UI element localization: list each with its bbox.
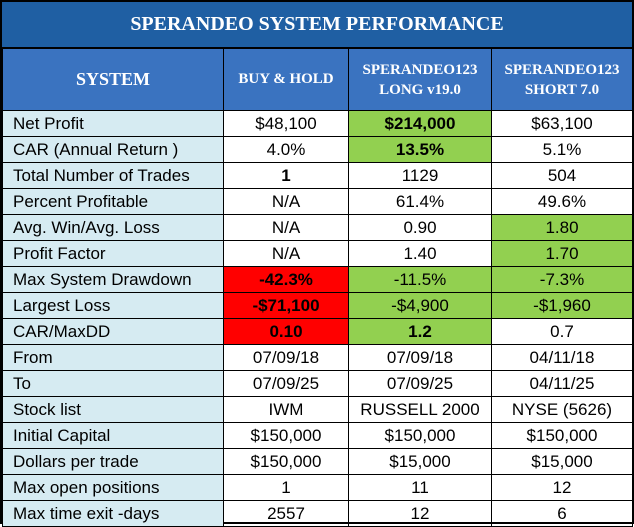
- cell-buy-hold: N/A: [223, 240, 349, 267]
- header-short-line2: SHORT 7.0: [524, 81, 600, 98]
- cell-buy-hold: -$71,100: [223, 292, 349, 319]
- cell-buy-hold: N/A: [223, 188, 349, 215]
- header-long: SPERANDEO123 LONG v19.0: [348, 48, 492, 111]
- row-label: Profit Factor: [2, 240, 224, 267]
- cell-buy-hold: 1: [223, 162, 349, 189]
- header-long-line2: LONG v19.0: [379, 81, 461, 98]
- row-label: Total Number of Trades: [2, 162, 224, 189]
- cell-buy-hold: N/A: [223, 214, 349, 241]
- table-row: Net Profit $48,100 $214,000 $63,100: [2, 110, 633, 137]
- cell-long: RUSSELL 2000: [348, 396, 492, 423]
- row-label: CAR (Annual Return ): [2, 136, 224, 163]
- header-short: SPERANDEO123 SHORT 7.0: [491, 48, 633, 111]
- cell-short: 04/11/25: [491, 370, 633, 397]
- table-row: Max System Drawdown -42.3% -11.5% -7.3%: [2, 266, 633, 293]
- row-label: Avg. Win/Avg. Loss: [2, 214, 224, 241]
- cell-long: $15,000: [348, 448, 492, 475]
- table-row: Profit Factor N/A 1.40 1.70: [2, 240, 633, 267]
- table-row: From 07/09/18 07/09/18 04/11/18: [2, 344, 633, 371]
- table-row: Initial Capital $150,000 $150,000 $150,0…: [2, 422, 633, 449]
- row-label: Stock list: [2, 396, 224, 423]
- cell-long: $214,000: [348, 110, 492, 137]
- table-title: SPERANDEO SYSTEM PERFORMANCE: [2, 2, 632, 48]
- cell-long: 61.4%: [348, 188, 492, 215]
- cell-buy-hold: 07/09/25: [223, 370, 349, 397]
- row-label: Max System Drawdown: [2, 266, 224, 293]
- table-row: CAR/MaxDD 0.10 1.2 0.7: [2, 318, 633, 345]
- header-short-line1: SPERANDEO123: [504, 61, 620, 78]
- cell-buy-hold: -42.3%: [223, 266, 349, 293]
- table-row: Largest Loss -$71,100 -$4,900 -$1,960: [2, 292, 633, 319]
- cell-short: $63,100: [491, 110, 633, 137]
- cell-short: 504: [491, 162, 633, 189]
- table-row: Stock list IWM RUSSELL 2000 NYSE (5626): [2, 396, 633, 423]
- row-label: Max time exit -days: [2, 500, 224, 527]
- table-row: To 07/09/25 07/09/25 04/11/25: [2, 370, 633, 397]
- cell-short: -7.3%: [491, 266, 633, 293]
- cell-buy-hold: $150,000: [223, 448, 349, 475]
- header-row: SYSTEM BUY & HOLD SPERANDEO123 LONG v19.…: [2, 48, 633, 111]
- cell-long: 13.5%: [348, 136, 492, 163]
- cell-buy-hold: 0.10: [223, 318, 349, 345]
- row-label: Initial Capital: [2, 422, 224, 449]
- table-row: Max time exit -days 2557 12 6: [2, 500, 633, 527]
- cell-long: -11.5%: [348, 266, 492, 293]
- cell-short: 12: [491, 474, 633, 501]
- cell-short: -$1,960: [491, 292, 633, 319]
- cell-short: $15,000: [491, 448, 633, 475]
- table-row: Dollars per trade $150,000 $15,000 $15,0…: [2, 448, 633, 475]
- cell-long: 11: [348, 474, 492, 501]
- cell-long: 0.90: [348, 214, 492, 241]
- cell-buy-hold: $48,100: [223, 110, 349, 137]
- header-system: SYSTEM: [2, 48, 224, 111]
- row-label: To: [2, 370, 224, 397]
- cell-long: 1.2: [348, 318, 492, 345]
- header-buy-hold: BUY & HOLD: [223, 48, 349, 111]
- cell-long: 1129: [348, 162, 492, 189]
- cell-short: NYSE (5626): [491, 396, 633, 423]
- table-row: Percent Profitable N/A 61.4% 49.6%: [2, 188, 633, 215]
- row-label: Max open positions: [2, 474, 224, 501]
- row-label: Percent Profitable: [2, 188, 224, 215]
- row-label: From: [2, 344, 224, 371]
- row-label: Net Profit: [2, 110, 224, 137]
- cell-short: 04/11/18: [491, 344, 633, 371]
- table-row: Total Number of Trades 1 1129 504: [2, 162, 633, 189]
- cell-short: 49.6%: [491, 188, 633, 215]
- cell-short: 6: [491, 500, 633, 527]
- cell-short: $150,000: [491, 422, 633, 449]
- cell-long: -$4,900: [348, 292, 492, 319]
- cell-short: 0.7: [491, 318, 633, 345]
- cell-short: 5.1%: [491, 136, 633, 163]
- cell-short: 1.80: [491, 214, 633, 241]
- cell-buy-hold: 07/09/18: [223, 344, 349, 371]
- cell-buy-hold: 2557: [223, 500, 349, 527]
- cell-short: 1.70: [491, 240, 633, 267]
- table-row: CAR (Annual Return ) 4.0% 13.5% 5.1%: [2, 136, 633, 163]
- row-label: Largest Loss: [2, 292, 224, 319]
- cell-buy-hold: $150,000: [223, 422, 349, 449]
- table-row: Avg. Win/Avg. Loss N/A 0.90 1.80: [2, 214, 633, 241]
- performance-table: SYSTEM BUY & HOLD SPERANDEO123 LONG v19.…: [2, 48, 633, 527]
- cell-buy-hold: 1: [223, 474, 349, 501]
- cell-long: 12: [348, 500, 492, 527]
- cell-long: 1.40: [348, 240, 492, 267]
- row-label: CAR/MaxDD: [2, 318, 224, 345]
- cell-buy-hold: IWM: [223, 396, 349, 423]
- cell-long: $150,000: [348, 422, 492, 449]
- cell-long: 07/09/18: [348, 344, 492, 371]
- header-long-line1: SPERANDEO123: [362, 61, 478, 78]
- table-row: Max open positions 1 11 12: [2, 474, 633, 501]
- cell-buy-hold: 4.0%: [223, 136, 349, 163]
- row-label: Dollars per trade: [2, 448, 224, 475]
- cell-long: 07/09/25: [348, 370, 492, 397]
